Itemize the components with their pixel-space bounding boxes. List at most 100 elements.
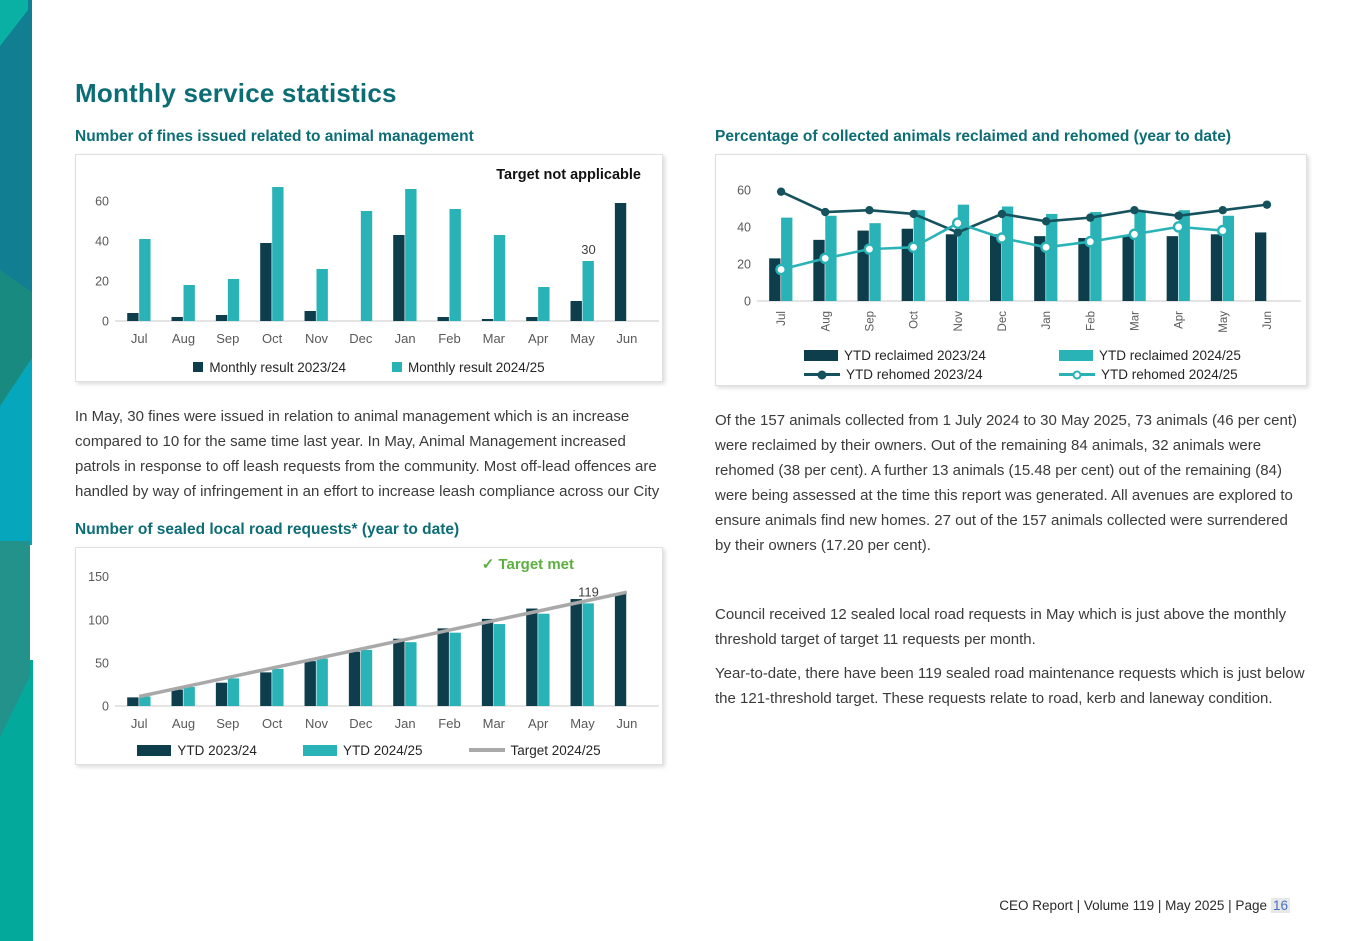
svg-text:30: 30 [581, 242, 595, 257]
svg-text:Oct: Oct [262, 331, 283, 346]
footer-page-number: 16 [1270, 898, 1290, 913]
svg-text:Mar: Mar [1129, 311, 1141, 331]
chart-fines-annotation: Target not applicable [496, 167, 641, 183]
svg-text:Feb: Feb [438, 716, 460, 731]
chart-roads-annotation: ✓ Target met [481, 556, 574, 573]
svg-text:Feb: Feb [438, 331, 460, 346]
svg-text:0: 0 [744, 295, 751, 309]
legend-item: Monthly result 2024/25 [392, 359, 545, 376]
svg-text:Sep: Sep [216, 716, 239, 731]
page-title: Monthly service statistics [75, 78, 397, 108]
svg-text:Apr: Apr [528, 716, 549, 731]
svg-text:Jan: Jan [395, 716, 416, 731]
chart-animals-plot: 0 20 40 60 Jul Aug Sep Oct Nov Dec Jan Feb Mar Apr May… [737, 183, 1301, 333]
legend-swatch-target-line [468, 748, 505, 752]
roads-paragraph-2: Year-to-date, there have been 119 sealed… [715, 665, 1305, 707]
legend-label: YTD rehomed 2024/25 [1101, 367, 1238, 382]
svg-text:Nov: Nov [305, 716, 329, 731]
legend-label: YTD reclaimed 2024/25 [1099, 348, 1241, 363]
svg-text:119: 119 [578, 584, 599, 599]
roads-paragraph-1: Council received 12 sealed local road re… [715, 606, 1287, 648]
legend-swatch-dark [137, 744, 172, 756]
svg-text:Dec: Dec [349, 716, 373, 731]
svg-text:Nov: Nov [953, 311, 965, 332]
svg-text:60: 60 [95, 195, 109, 209]
legend-label: Monthly result 2023/24 [209, 359, 346, 375]
svg-text:Jun: Jun [1262, 311, 1274, 330]
svg-text:150: 150 [88, 570, 109, 584]
svg-text:Apr: Apr [528, 331, 549, 346]
svg-text:40: 40 [737, 220, 751, 234]
svg-text:50: 50 [95, 656, 109, 670]
footer-text: CEO Report | Volume 119 | May 2025 | Pag… [999, 898, 1267, 913]
svg-text:Mar: Mar [483, 331, 506, 346]
svg-text:100: 100 [88, 613, 109, 627]
legend-item: YTD 2024/25 [302, 742, 423, 759]
fines-paragraph: In May, 30 fines were issued in relation… [75, 408, 660, 500]
legend-swatch-dark [193, 362, 204, 372]
legend-item: YTD reclaimed 2023/24 [804, 347, 1059, 364]
legend-label: YTD 2023/24 [177, 742, 257, 758]
legend-item: YTD rehomed 2024/25 [1059, 366, 1306, 383]
svg-text:Aug: Aug [820, 311, 832, 331]
svg-text:Feb: Feb [1085, 311, 1097, 331]
svg-text:May: May [1218, 311, 1230, 333]
svg-text:0: 0 [102, 315, 109, 329]
svg-text:Oct: Oct [262, 716, 283, 731]
legend-swatch-dark [804, 350, 838, 361]
svg-text:Apr: Apr [1174, 311, 1186, 329]
svg-text:20: 20 [737, 257, 751, 271]
svg-text:Aug: Aug [172, 716, 195, 731]
chart-fines-plot: 0 20 40 60 Jul Aug Sep Oct Nov Dec Jan Feb Mar Apr May… [95, 187, 659, 346]
svg-text:20: 20 [95, 275, 109, 289]
svg-text:Jan: Jan [1041, 311, 1053, 330]
chart-animals: 0 20 40 60 Jul Aug Sep Oct Nov Dec Jan Feb Mar Apr May… [715, 154, 1307, 386]
left-column: Number of fines issued related to animal… [75, 128, 663, 765]
svg-text:Dec: Dec [997, 311, 1009, 332]
svg-text:Sep: Sep [216, 331, 239, 346]
legend-label: Monthly result 2024/25 [408, 359, 545, 375]
legend-label: YTD 2024/25 [342, 742, 423, 758]
chart-roads-plot: 0 50 100 150 Jul Aug Sep Oct Nov Dec Jan Feb Mar Apr M… [88, 570, 659, 731]
animals-paragraph: Of the 157 animals collected from 1 July… [715, 412, 1297, 554]
svg-text:Jul: Jul [131, 716, 148, 731]
svg-text:0: 0 [102, 700, 109, 714]
svg-text:Jan: Jan [395, 331, 416, 346]
legend-swatch-teal [392, 362, 402, 372]
svg-text:Jul: Jul [131, 331, 148, 346]
legend-swatch-teal [302, 744, 337, 756]
legend-item: Monthly result 2023/24 [193, 359, 346, 376]
footer: CEO Report | Volume 119 | May 2025 | Pag… [999, 898, 1290, 913]
svg-text:Jun: Jun [616, 331, 637, 346]
legend-label: YTD reclaimed 2023/24 [844, 348, 986, 363]
chart-roads: ✓ Target met 0 50 100 150 Jul Aug Sep Oct Nov Dec… [75, 547, 663, 765]
legend-item: YTD 2023/24 [137, 742, 257, 759]
svg-text:60: 60 [737, 183, 751, 197]
legend-label: YTD rehomed 2023/24 [846, 367, 983, 382]
svg-text:Oct: Oct [909, 310, 921, 329]
svg-text:May: May [570, 716, 595, 731]
legend-swatch-teal-line [1059, 370, 1095, 379]
chart-roads-title: Number of sealed local road requests* (y… [75, 521, 460, 538]
svg-text:Jun: Jun [616, 716, 637, 731]
svg-text:40: 40 [95, 235, 109, 249]
svg-text:May: May [570, 331, 595, 346]
legend-swatch-dark-line [804, 370, 840, 379]
svg-text:Jul: Jul [776, 311, 788, 326]
chart-animals-title: Percentage of collected animals reclaime… [715, 128, 1231, 145]
svg-text:Mar: Mar [483, 716, 506, 731]
chart-fines-title: Number of fines issued related to animal… [75, 128, 474, 145]
legend-item: YTD reclaimed 2024/25 [1059, 347, 1306, 364]
chart-roads-legend: YTD 2023/24 YTD 2024/25 Target 2024/25 [76, 738, 662, 762]
svg-text:Aug: Aug [172, 331, 195, 346]
right-column: Percentage of collected animals reclaime… [715, 128, 1307, 711]
chart-fines-legend: Monthly result 2023/24 Monthly result 20… [76, 355, 662, 379]
svg-text:Sep: Sep [864, 311, 876, 331]
chart-fines: Target not applicable 0 20 40 60 Jul Aug Sep Oc… [75, 154, 663, 382]
legend-item: Target 2024/25 [468, 742, 601, 759]
legend-label: Target 2024/25 [510, 742, 601, 758]
legend-swatch-teal [1059, 350, 1093, 361]
svg-text:Dec: Dec [349, 331, 373, 346]
decorative-sidebar [0, 0, 33, 941]
